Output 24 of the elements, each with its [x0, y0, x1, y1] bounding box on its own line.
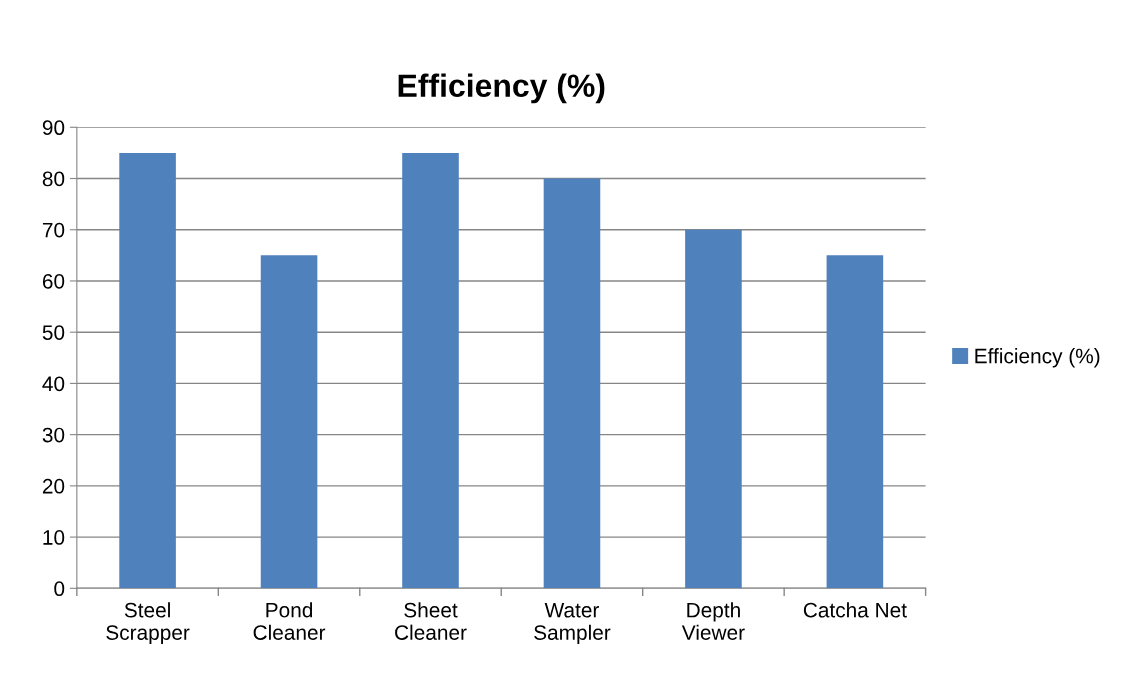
y-tick-label: 10 [43, 530, 65, 545]
y-tick-label: 40 [42, 376, 65, 392]
bar [119, 152, 176, 589]
bar [685, 229, 742, 589]
legend-label: Efficiency (%) [975, 348, 1100, 368]
y-tick-label: 70 [42, 222, 65, 238]
x-tick-label: Sheet Cleaner [395, 602, 467, 640]
y-tick-label: 90 [42, 120, 65, 136]
bar [826, 255, 884, 589]
chart-title: Efficiency (%) [398, 73, 605, 104]
x-tick-label: Catcha Net [803, 602, 907, 618]
bar [543, 178, 601, 589]
bar [402, 152, 459, 589]
x-tick-label: Steel Scrapper [106, 602, 190, 645]
x-tick-label: Pond Cleaner [253, 602, 326, 640]
y-tick-label: 30 [42, 427, 65, 443]
y-tick-label: 50 [42, 325, 65, 340]
y-tick-label: 80 [42, 171, 65, 187]
y-tick-label: 20 [42, 478, 65, 494]
x-tick-label: Depth Viewer [681, 602, 745, 640]
y-tick-label: 60 [42, 273, 65, 289]
y-tick-label: 0 [54, 581, 65, 597]
x-tick-label: Water Sampler [534, 602, 611, 645]
bar [260, 255, 318, 589]
